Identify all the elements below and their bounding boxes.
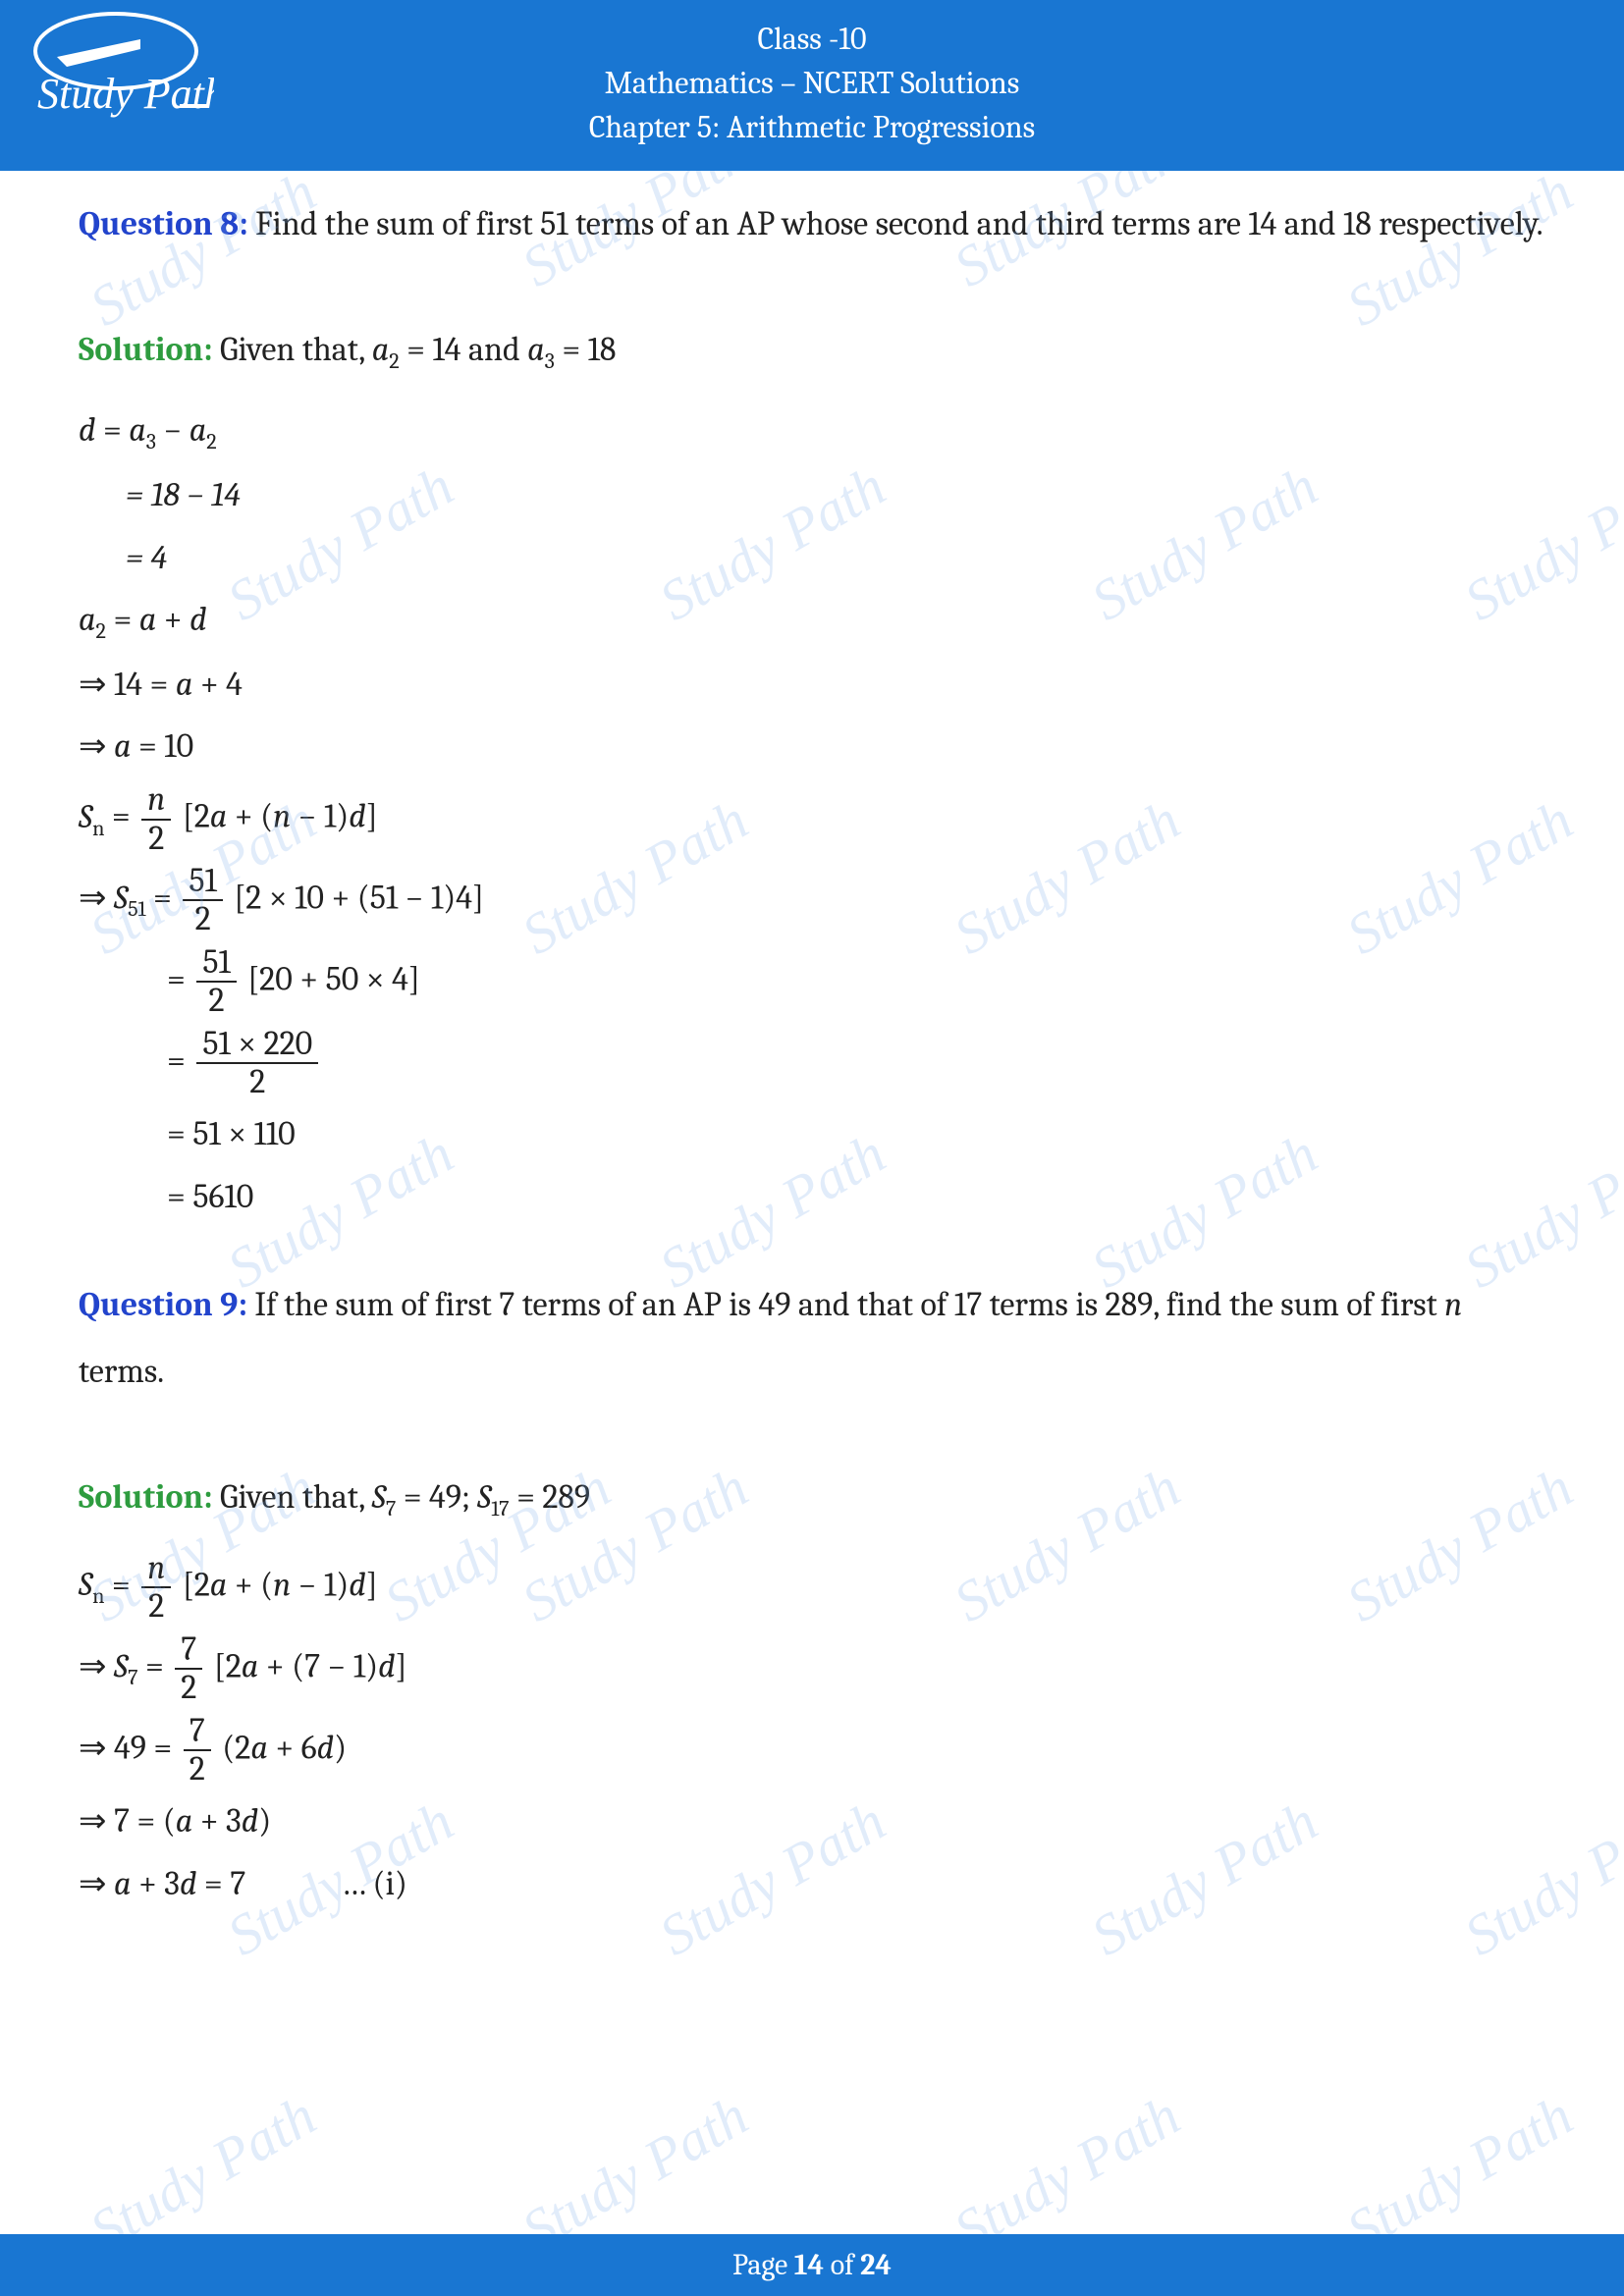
header-subject: Mathematics – NCERT Solutions xyxy=(0,62,1624,106)
q8-s51-step4: = 51 × 110 xyxy=(79,1106,1545,1163)
header-class: Class -10 xyxy=(0,18,1624,62)
brand-logo: Study Path xyxy=(18,10,214,128)
q8-a2-step2: ⇒ a = 10 xyxy=(79,719,1545,775)
given-sep: ; xyxy=(461,1477,477,1517)
frac-den: 2 xyxy=(141,1588,171,1625)
given-prefix: Given that, xyxy=(213,330,372,369)
solution-label: Solution: xyxy=(79,1477,213,1517)
question-9: Question 9: If the sum of first 7 terms … xyxy=(79,1271,1545,1405)
footer-prefix: Page xyxy=(732,2248,794,2282)
page-content: Question 8: Find the sum of first 51 ter… xyxy=(0,171,1624,1913)
q8-s51-step3: = 51 × 2202 xyxy=(79,1026,1545,1101)
given-a2: a2 = 14 xyxy=(372,330,461,369)
q8-d-step2: = 4 xyxy=(79,530,1545,587)
frac-den: 2 xyxy=(196,1064,318,1100)
q9-given: Solution: Given that, S7 = 49; S17 = 289 xyxy=(79,1464,1545,1530)
header-chapter: Chapter 5: Arithmetic Progressions xyxy=(0,106,1624,150)
q8-s51-step2: = 512 [20 + 50 × 4] xyxy=(79,944,1545,1020)
s51-rhs: [2 × 10 + (51 − 1)4] xyxy=(234,878,484,917)
svg-text:Study Path: Study Path xyxy=(37,70,214,118)
q8-a2-step1: ⇒ 14 = a + 4 xyxy=(79,657,1545,714)
q9-s7c-line: ⇒ 7 = (a + 3d) xyxy=(79,1793,1545,1850)
given-a3: a3 = 18 xyxy=(527,330,616,369)
question-8: Question 8: Find the sum of first 51 ter… xyxy=(79,190,1545,257)
given-s7: S7 = 49 xyxy=(372,1477,461,1517)
page-footer: Page 14 of 24 xyxy=(0,2234,1624,2296)
frac-den: 2 xyxy=(183,901,222,937)
footer-mid: of xyxy=(824,2248,860,2282)
s51-step2-rhs: [20 + 50 × 4] xyxy=(247,959,419,998)
q8-s51-line: ⇒ S51 = 512 [2 × 10 + (51 − 1)4] xyxy=(79,863,1545,938)
footer-current: 14 xyxy=(794,2248,824,2282)
frac-den: 2 xyxy=(175,1670,202,1706)
eq-tag: … (i) xyxy=(341,1864,406,1903)
given-and: and xyxy=(461,330,528,369)
q8-sn-formula: Sn = n2 [2a + (n − 1)d] xyxy=(79,781,1545,857)
q8-a2-line: a2 = a + d xyxy=(79,592,1545,650)
given-prefix: Given that, xyxy=(213,1477,372,1517)
frac-den: 2 xyxy=(141,821,171,857)
q8-d-line: d = a3 − a2 xyxy=(79,402,1545,460)
frac-num: 7 xyxy=(175,1631,202,1670)
frac-num: n xyxy=(147,779,165,819)
page-header: Study Path Class -10 Mathematics – NCERT… xyxy=(0,0,1624,171)
q8-s51-step5: = 5610 xyxy=(79,1169,1545,1226)
q9-s7d-line: ⇒ a + 3d = 7 … (i) xyxy=(79,1856,1545,1913)
footer-total: 24 xyxy=(860,2248,892,2282)
question-label: Question 8: xyxy=(79,204,248,243)
frac-num: 51 xyxy=(183,863,222,901)
frac-den: 2 xyxy=(184,1751,211,1788)
given-s17: S17 = 289 xyxy=(477,1477,590,1517)
q9-s7b-line: ⇒ 49 = 72 (2a + 6d) xyxy=(79,1713,1545,1789)
q9-sn-formula: Sn = n2 [2a + (n − 1)d] xyxy=(79,1550,1545,1626)
frac-den: 2 xyxy=(196,983,236,1019)
q8-given: Solution: Given that, a2 = 14 and a3 = 1… xyxy=(79,316,1545,383)
frac-num: 51 xyxy=(196,944,236,983)
question-text: Find the sum of first 51 terms of an AP … xyxy=(248,204,1543,243)
frac-num: 51 × 220 xyxy=(196,1026,318,1064)
frac-num: n xyxy=(147,1548,165,1587)
solution-label: Solution: xyxy=(79,330,213,369)
question-text: If the sum of first 7 terms of an AP is … xyxy=(79,1285,1462,1391)
q8-d-step1: = 18 − 14 xyxy=(79,467,1545,524)
question-label: Question 9: xyxy=(79,1285,247,1324)
q9-s7-line: ⇒ S7 = 72 [2a + (7 − 1)d] xyxy=(79,1631,1545,1707)
frac-num: 7 xyxy=(184,1713,211,1751)
